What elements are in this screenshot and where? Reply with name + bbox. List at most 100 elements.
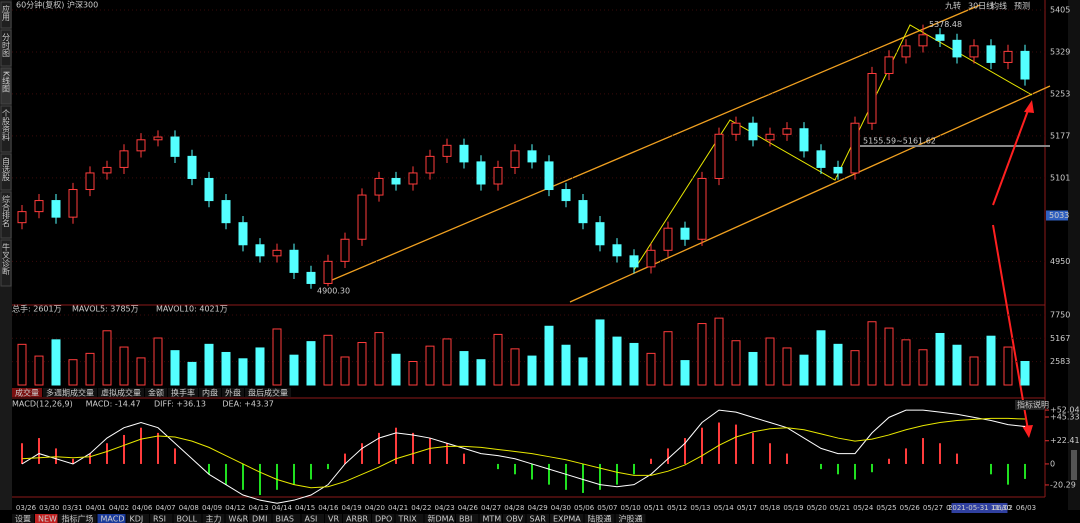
bottom-tab[interactable] bbox=[272, 514, 301, 523]
bottom-tab-label[interactable]: TRIX bbox=[398, 515, 418, 523]
bottom-tab-label[interactable]: NEW bbox=[38, 515, 57, 523]
bottom-tab[interactable] bbox=[395, 514, 424, 523]
volume-bar bbox=[595, 319, 605, 386]
volume-bar bbox=[442, 338, 452, 386]
bottom-tab[interactable] bbox=[249, 514, 272, 523]
volume-tab-label[interactable]: 成交量 bbox=[15, 388, 39, 398]
help-button[interactable] bbox=[1015, 400, 1045, 410]
bottom-tab[interactable] bbox=[479, 514, 503, 523]
side-tab-label[interactable]: 综合排名 bbox=[2, 194, 11, 228]
bottom-tab[interactable] bbox=[615, 514, 646, 523]
bottom-tab[interactable] bbox=[503, 514, 526, 523]
side-tab-label[interactable]: 应用 bbox=[2, 4, 11, 22]
volume-tab-label[interactable]: 多週期成交量 bbox=[46, 388, 94, 398]
bottom-tab[interactable] bbox=[325, 514, 342, 523]
volume-tab[interactable] bbox=[98, 388, 144, 397]
bottom-tab-label[interactable]: 沪股通 bbox=[619, 514, 643, 523]
volume-tab[interactable] bbox=[12, 388, 42, 397]
bottom-tab[interactable] bbox=[202, 514, 225, 523]
bottom-tab[interactable] bbox=[343, 514, 371, 523]
bottom-tab[interactable] bbox=[97, 514, 126, 523]
candle-body bbox=[85, 172, 95, 191]
bottom-tab-label[interactable]: OBV bbox=[506, 515, 524, 523]
bottom-tab[interactable] bbox=[550, 514, 584, 523]
bottom-tab[interactable] bbox=[456, 514, 479, 523]
volume-tab[interactable] bbox=[245, 388, 291, 397]
volume-bar bbox=[986, 335, 996, 386]
side-tab[interactable] bbox=[0, 105, 12, 153]
candle-body bbox=[765, 133, 775, 141]
bottom-tab-label[interactable]: ASI bbox=[305, 515, 318, 523]
bottom-tab-label[interactable]: 指标广场 bbox=[62, 514, 94, 523]
volume-tab[interactable] bbox=[222, 388, 244, 397]
bottom-tab-label[interactable]: EXPMA bbox=[553, 515, 581, 523]
bottom-tab-label[interactable]: 设置 bbox=[15, 514, 31, 523]
tool-button[interactable]: 预测 bbox=[1014, 1, 1030, 11]
side-tab[interactable] bbox=[0, 1, 12, 29]
bottom-tab[interactable] bbox=[424, 514, 456, 523]
volume-tab[interactable] bbox=[199, 388, 221, 397]
tool-button[interactable]: 九转 bbox=[945, 1, 961, 11]
volume-tab-label[interactable]: 内盘 bbox=[202, 388, 218, 398]
bottom-tab[interactable] bbox=[301, 514, 325, 523]
candle-body bbox=[595, 222, 605, 246]
side-tab-label[interactable]: K线图 bbox=[2, 71, 11, 93]
side-tab[interactable] bbox=[0, 67, 12, 105]
bottom-tab[interactable] bbox=[58, 514, 97, 523]
bottom-tab[interactable] bbox=[372, 514, 395, 523]
side-tab-label[interactable]: 分时图 bbox=[2, 33, 11, 58]
side-tab-label[interactable]: 自选股 bbox=[2, 156, 11, 182]
bottom-tab[interactable] bbox=[12, 514, 34, 523]
volume-tab-label[interactable]: 虚拟成交量 bbox=[101, 388, 141, 398]
bottom-tab-label[interactable]: ARBR bbox=[346, 515, 369, 523]
volume-tab-label[interactable]: 换手率 bbox=[171, 388, 195, 398]
volume-tab-label[interactable]: 金额 bbox=[148, 388, 164, 398]
volume-tab[interactable] bbox=[145, 388, 167, 397]
bottom-tab-label[interactable]: BIAS bbox=[276, 515, 294, 523]
bottom-tab[interactable] bbox=[126, 514, 150, 523]
date-label: 05/17 bbox=[737, 504, 757, 512]
y-tick-label: 0 bbox=[1050, 459, 1055, 468]
bottom-tab-label[interactable]: 新DMA bbox=[428, 514, 455, 523]
bottom-tab-label[interactable]: BOLL bbox=[177, 515, 198, 523]
volume-tab[interactable] bbox=[43, 388, 97, 397]
bottom-tab-label[interactable]: KDJ bbox=[130, 515, 144, 523]
bottom-tab-label[interactable]: DPO bbox=[375, 515, 392, 523]
bottom-tab-label[interactable]: MTM bbox=[483, 515, 502, 523]
bottom-tab-label[interactable]: SAR bbox=[530, 515, 547, 523]
bottom-tab-label[interactable]: 陆股通 bbox=[588, 514, 612, 523]
volume-tab[interactable] bbox=[168, 388, 198, 397]
side-tab[interactable] bbox=[0, 153, 12, 191]
volume-tab-label[interactable]: 外盘 bbox=[225, 388, 241, 398]
bottom-tab-label[interactable]: BBI bbox=[459, 515, 472, 523]
bottom-tab-label[interactable]: RSI bbox=[153, 515, 166, 523]
bottom-tab[interactable] bbox=[35, 514, 58, 523]
tool-button[interactable]: 均线 bbox=[991, 1, 1007, 11]
bottom-tab[interactable] bbox=[150, 514, 173, 523]
bottom-tab[interactable] bbox=[225, 514, 249, 523]
date-label: 05/06 bbox=[574, 504, 595, 512]
candle-body bbox=[544, 161, 554, 191]
bottom-tab-label[interactable]: DMI bbox=[252, 515, 267, 523]
volume-tab-label[interactable]: 盘后成交量 bbox=[248, 388, 288, 398]
candle-body bbox=[901, 45, 911, 58]
help-text[interactable]: 指标说明 bbox=[1017, 400, 1049, 410]
side-tab-label[interactable]: 牛叉诊断 bbox=[2, 242, 11, 276]
bottom-tab-label[interactable]: W&R bbox=[229, 515, 249, 523]
bottom-tab-label[interactable]: 主力 bbox=[206, 514, 222, 523]
side-tab[interactable] bbox=[0, 239, 12, 287]
tool-button[interactable]: 30日线 bbox=[968, 1, 994, 11]
volume-bar bbox=[663, 331, 673, 386]
bottom-tab-label[interactable]: VR bbox=[328, 515, 339, 523]
candle-body bbox=[952, 39, 962, 58]
bottom-tab-label[interactable]: MACD bbox=[101, 515, 125, 523]
bottom-tab[interactable] bbox=[584, 514, 615, 523]
side-tab-label[interactable]: 个股资料 bbox=[2, 109, 11, 142]
bottom-tab[interactable] bbox=[526, 514, 550, 523]
side-tab[interactable] bbox=[0, 29, 12, 67]
side-tab[interactable] bbox=[0, 191, 12, 239]
bottom-tab[interactable] bbox=[173, 514, 202, 523]
candle-body bbox=[221, 200, 231, 224]
scroll-thumb[interactable] bbox=[1071, 450, 1077, 480]
